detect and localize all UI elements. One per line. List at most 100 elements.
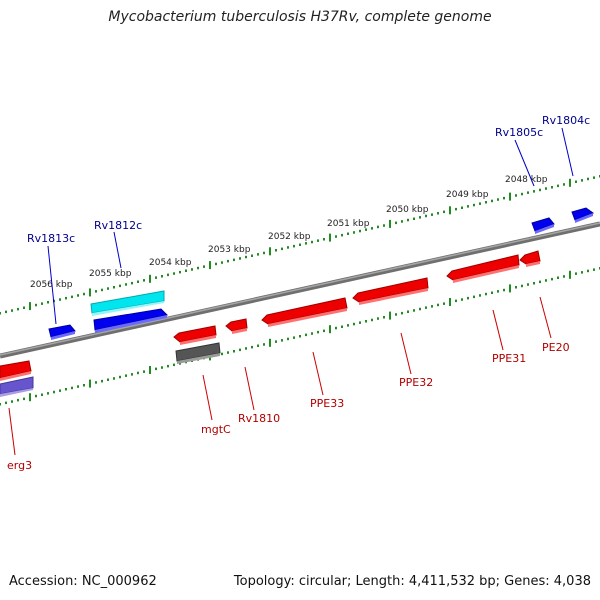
ruler-upper-minor-tick [35, 303, 37, 307]
label-mgtc: mgtC [201, 423, 231, 436]
tick-label-2051: 2051 kbp [327, 219, 370, 229]
gene-rv1804c-shadow [575, 213, 593, 223]
ruler-upper-major-tick [389, 219, 391, 228]
tick-label-2049: 2049 kbp [446, 190, 489, 200]
ruler-upper-minor-tick [233, 258, 235, 262]
label-rv1805c: Rv1805c [495, 126, 543, 139]
ruler-lower-minor-tick [167, 364, 169, 368]
ruler-lower-major-tick [149, 366, 151, 374]
ruler-upper-minor-tick [65, 296, 67, 300]
ruler-lower-major-tick [509, 284, 511, 293]
tick-label-2056: 2056 kbp [30, 280, 73, 290]
ruler-upper-minor-tick [221, 261, 223, 264]
ruler-lower-minor-tick [77, 385, 79, 388]
ruler-lower-minor-tick [113, 377, 115, 380]
ruler-upper-minor-tick [407, 218, 409, 222]
ruler-upper-minor-tick [125, 283, 127, 286]
ruler-upper-minor-tick [239, 257, 241, 260]
ruler-lower-minor-tick [359, 321, 361, 324]
ruler-upper-minor-tick [203, 265, 205, 268]
ruler-lower-minor-tick [557, 276, 559, 279]
ruler-lower-major-tick [89, 379, 91, 388]
ruler-lower-minor-tick [473, 295, 475, 299]
genome-backbone-highlight [0, 222, 600, 356]
ruler-lower-minor-tick [11, 400, 13, 403]
ruler-lower-minor-tick [155, 367, 157, 371]
gene-ppe33-shadow [268, 308, 347, 327]
label-ppe32: PPE32 [399, 376, 433, 389]
ruler-lower-minor-tick [335, 326, 337, 330]
ruler-upper-minor-tick [11, 309, 13, 312]
ruler-lower-minor-tick [17, 398, 19, 402]
ruler-upper-minor-tick [581, 179, 583, 182]
leader-rv1813c [47, 245, 57, 325]
tick-label-2053: 2053 kbp [208, 245, 251, 255]
ruler-upper-minor-tick [533, 190, 535, 193]
ruler-upper-minor-tick [287, 246, 289, 249]
ruler-upper-minor-tick [347, 232, 349, 235]
leader-ppe31 [492, 309, 504, 351]
ruler-lower-minor-tick [281, 339, 283, 342]
ruler-upper-major-tick [149, 274, 151, 283]
ruler-upper-minor-tick [173, 272, 175, 275]
ruler-upper-minor-tick [185, 269, 187, 272]
leader-mgtc [202, 374, 213, 421]
ruler-lower-minor-tick [587, 269, 589, 273]
ruler-lower-minor-tick [47, 392, 49, 395]
ruler-lower-minor-tick [323, 329, 325, 333]
genome-backbone [0, 221, 600, 359]
ruler-lower-minor-tick [41, 393, 43, 396]
ruler-lower-minor-tick [251, 345, 253, 349]
leader-erg3 [8, 407, 16, 456]
ruler-lower-minor-tick [317, 330, 319, 334]
ruler-upper-minor-tick [251, 254, 253, 257]
ruler-lower-minor-tick [419, 307, 421, 311]
ruler-upper-minor-tick [227, 259, 229, 263]
ruler-lower-minor-tick [485, 292, 487, 296]
label-pe20: PE20 [542, 341, 570, 354]
ruler-upper-minor-tick [17, 307, 19, 311]
ruler-lower-minor-tick [263, 343, 265, 346]
ruler-lower-minor-tick [515, 286, 517, 289]
ruler-upper-major-tick [569, 178, 571, 187]
ruler-lower-minor-tick [425, 306, 427, 309]
ruler-upper-minor-tick [119, 284, 121, 288]
ruler-upper-minor-tick [383, 224, 385, 227]
gene-pe20-shadow [526, 261, 540, 267]
gene-labels: Rv1813c Rv1812c Rv1805c Rv1804c erg3 mgt… [7, 114, 590, 472]
ruler-lower-minor-tick [5, 401, 7, 405]
ruler-upper-minor-tick [299, 243, 301, 246]
ruler-upper-minor-tick [137, 280, 139, 283]
ruler-lower-minor-tick [353, 322, 355, 326]
ruler-lower-minor-tick [593, 268, 595, 271]
ruler-lower-minor-tick [527, 283, 529, 286]
ruler-upper [0, 175, 600, 315]
ruler-lower-major-tick [329, 325, 331, 334]
ruler-upper-minor-tick [245, 255, 247, 259]
gene-rv1813c-shadow [51, 331, 75, 340]
ruler-lower-minor-tick [467, 296, 469, 300]
ruler-lower-major-tick [449, 298, 451, 306]
reverse-strand-features [0, 250, 541, 397]
label-rv1812c: Rv1812c [94, 219, 142, 232]
ruler-lower-minor-tick [233, 350, 235, 353]
ruler-upper-minor-tick [143, 279, 145, 282]
label-rv1810: Rv1810 [238, 412, 280, 425]
ruler-lower-minor-tick [131, 373, 133, 376]
ruler-upper-minor-tick [263, 251, 265, 255]
ruler-upper-minor-tick [575, 180, 577, 183]
ruler-upper-minor-tick [467, 205, 469, 208]
ruler-upper-minor-tick [191, 268, 193, 271]
ruler-lower-minor-tick [371, 318, 373, 322]
gene-rv1812c[interactable] [90, 290, 165, 314]
ruler-upper-minor-tick [317, 239, 319, 242]
ruler-lower-minor-tick [257, 344, 259, 347]
ruler-upper-minor-tick [551, 186, 553, 189]
ruler-lower-minor-tick [383, 316, 385, 319]
ruler-upper-minor-tick [293, 244, 295, 248]
ruler-lower-minor-tick [119, 375, 121, 379]
ruler-upper-minor-tick [521, 192, 523, 196]
ruler-upper-minor-tick [59, 298, 61, 301]
ruler-lower-minor-tick [305, 333, 307, 337]
ruler-lower-minor-tick [275, 340, 277, 343]
